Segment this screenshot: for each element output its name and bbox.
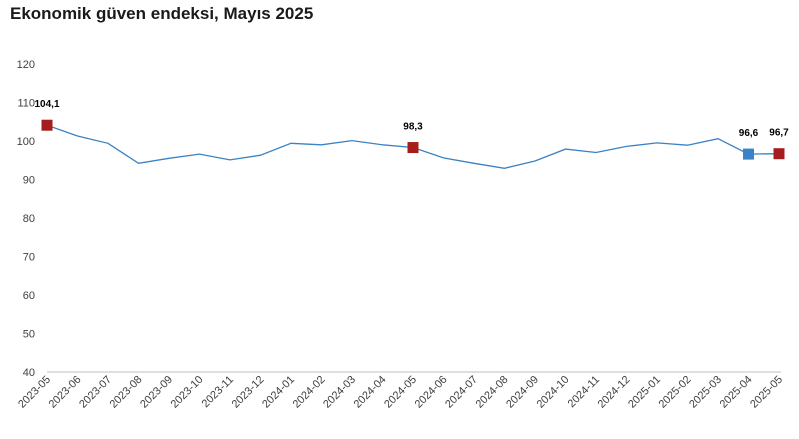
x-tick-label: 2024-06 bbox=[413, 374, 450, 411]
x-tick-label: 2025-05 bbox=[748, 374, 785, 411]
y-tick-label: 70 bbox=[23, 252, 35, 264]
x-tick-label: 2023-07 bbox=[77, 374, 114, 411]
data-label: 104,1 bbox=[34, 99, 59, 110]
data-label: 96,7 bbox=[769, 128, 789, 139]
x-tick-label: 2024-08 bbox=[474, 374, 511, 411]
y-tick-label: 100 bbox=[17, 136, 35, 148]
x-tick-label: 2024-01 bbox=[260, 374, 297, 411]
highlight-marker bbox=[407, 142, 419, 154]
x-tick-label: 2023-08 bbox=[108, 374, 145, 411]
x-tick-label: 2024-12 bbox=[596, 374, 633, 411]
x-tick-label: 2023-09 bbox=[138, 374, 175, 411]
x-tick-label: 2024-09 bbox=[504, 374, 541, 411]
y-tick-label: 50 bbox=[23, 329, 35, 341]
x-tick-label: 2023-10 bbox=[169, 374, 206, 411]
data-label: 96,6 bbox=[739, 128, 759, 139]
x-tick-label: 2024-04 bbox=[352, 374, 389, 411]
chart-title: Ekonomik güven endeksi, Mayıs 2025 bbox=[10, 4, 314, 23]
highlight-marker bbox=[41, 119, 53, 131]
x-tick-label: 2024-07 bbox=[443, 374, 480, 411]
highlight-marker bbox=[773, 148, 785, 160]
y-tick-label: 80 bbox=[23, 213, 35, 225]
x-tick-label: 2024-05 bbox=[382, 374, 419, 411]
x-tick-label: 2025-03 bbox=[687, 374, 724, 411]
x-tick-label: 2024-10 bbox=[535, 374, 572, 411]
y-tick-label: 60 bbox=[23, 290, 35, 302]
y-axis: 40 50 60 70 80 90 100 110 120 bbox=[17, 59, 35, 379]
highlight-marker bbox=[743, 148, 754, 160]
highlight-markers: 104,1 98,3 96,6 96,7 bbox=[34, 99, 789, 160]
y-tick-label: 120 bbox=[17, 59, 35, 71]
x-tick-label: 2024-02 bbox=[291, 374, 328, 411]
x-tick-label: 2025-04 bbox=[718, 374, 755, 411]
y-tick-label: 90 bbox=[23, 175, 35, 187]
x-tick-label: 2023-06 bbox=[47, 374, 84, 411]
data-label: 98,3 bbox=[403, 122, 423, 133]
y-tick-label: 40 bbox=[23, 367, 35, 379]
x-tick-label: 2025-01 bbox=[626, 374, 663, 411]
x-tick-label: 2025-02 bbox=[657, 374, 694, 411]
x-axis: 2023-052023-062023-072023-082023-092023-… bbox=[16, 374, 785, 411]
x-tick-label: 2023-05 bbox=[16, 374, 53, 411]
y-tick-label: 110 bbox=[17, 98, 35, 110]
x-tick-label: 2024-03 bbox=[321, 374, 358, 411]
x-tick-label: 2023-12 bbox=[230, 374, 267, 411]
